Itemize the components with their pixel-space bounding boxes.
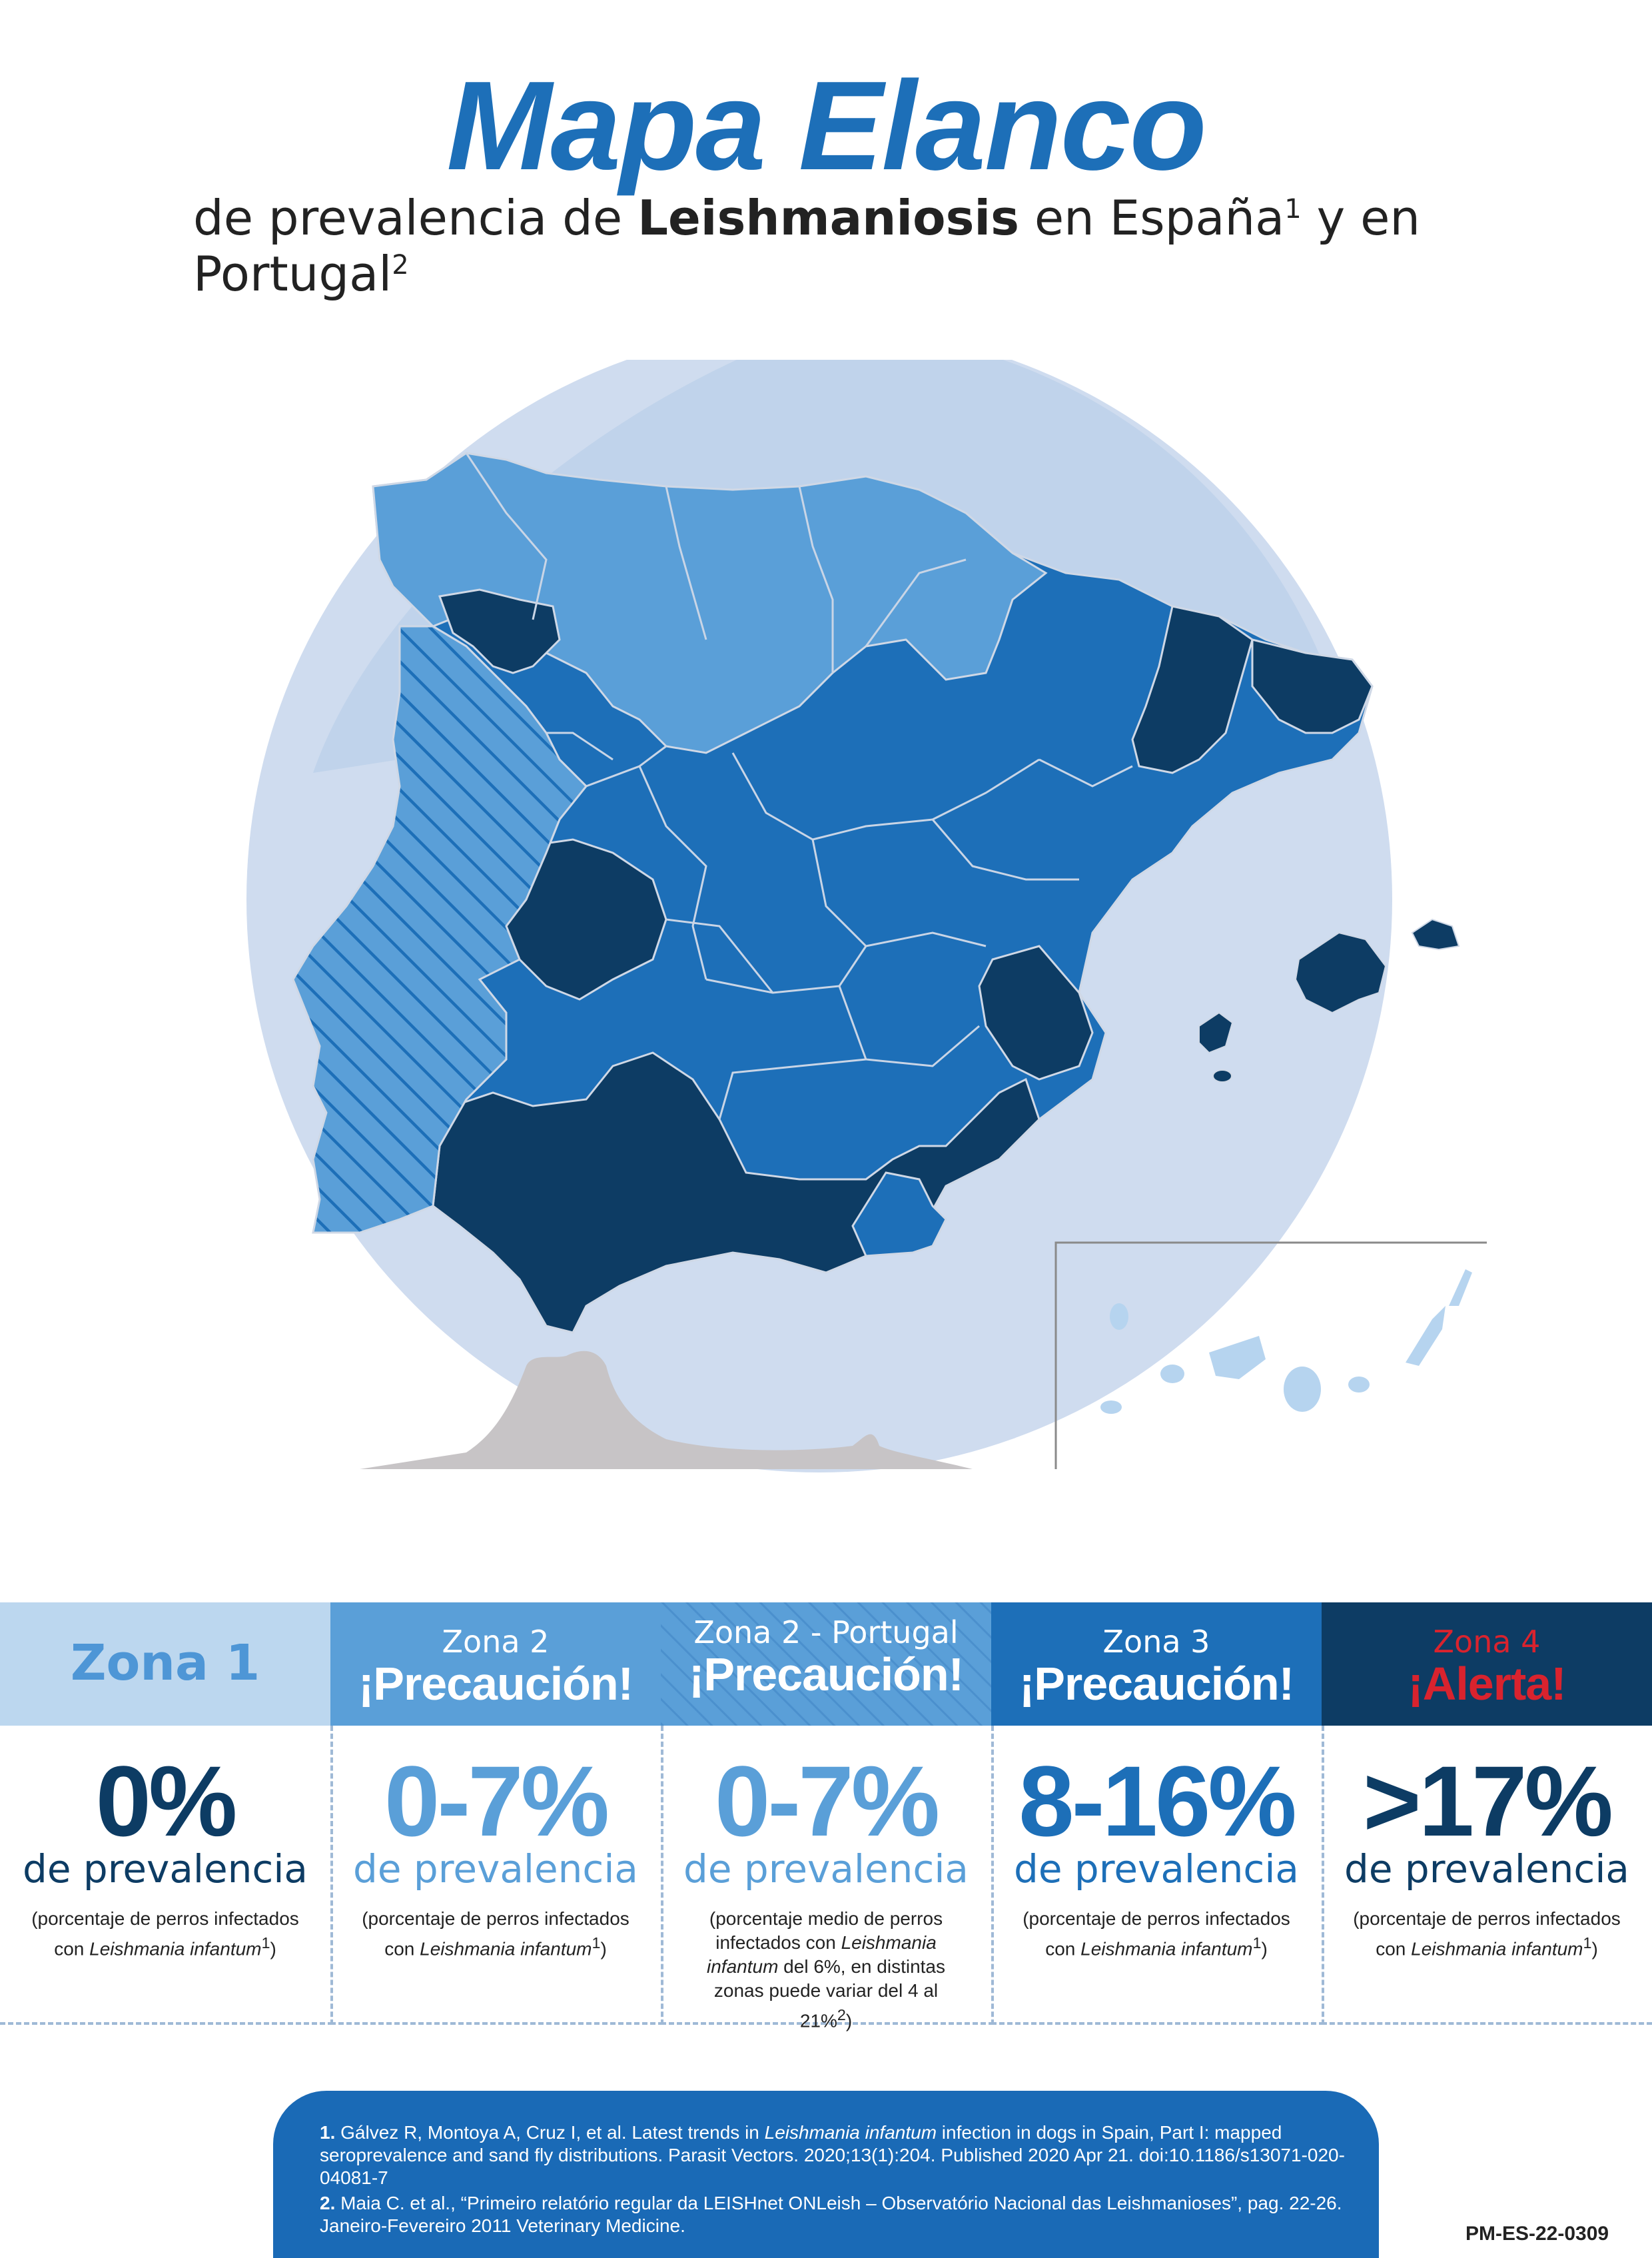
reference-2-number: 2.	[320, 2193, 336, 2213]
zone-2-portugal-value: 0-7%	[714, 1745, 940, 1857]
zone-3-header: Zona 3 ¡Precaución!	[991, 1602, 1322, 1726]
zone-4-value: >17%	[1363, 1745, 1613, 1857]
zone-3-note-species: Leishmania infantum	[1080, 1938, 1253, 1960]
zone-4-note-sup: 1	[1583, 1934, 1592, 1952]
zone-3-note-sup: 1	[1252, 1934, 1262, 1952]
zone-2-note-sup: 1	[592, 1934, 601, 1952]
iberia-prevalence-map	[246, 360, 1487, 1472]
zone-4-note-species: Leishmania infantum	[1411, 1938, 1583, 1960]
document-code: PM-ES-22-0309	[1465, 2223, 1609, 2245]
reference-1: 1. Gálvez R, Montoya A, Cruz I, et al. L…	[320, 2121, 1359, 2189]
zone-2-note: (porcentaje de perros infectados con Leis…	[356, 1907, 635, 1961]
reference-1-text-b: infection in dogs in Spain, Part I: mapp…	[320, 2122, 1345, 2188]
prevalence-legend: Zona 1 0% de prevalencia (porcentaje de …	[0, 1602, 1652, 2031]
zone4-leon	[438, 588, 561, 674]
zone-1-prevalence-label: de prevalencia	[23, 1846, 308, 1892]
zone-4-note-a: (porcentaje de perros infectados	[1353, 1908, 1621, 1929]
zone-2-portugal-note-d: )	[845, 2010, 853, 2031]
zone-2-portugal-note-b: infectados con	[715, 1932, 841, 1953]
zone-2-note-c: )	[600, 1938, 607, 1960]
zone-2-portugal-note: (porcentaje medio de perros infectados c…	[693, 1907, 959, 2033]
zone-3-note-c: )	[1261, 1938, 1268, 1960]
zone-4-note-b: con	[1376, 1938, 1412, 1960]
page-subtitle: de prevalencia de Leishmaniosis en Españ…	[193, 190, 1592, 302]
reference-1-text-a: Gálvez R, Montoya A, Cruz I, et al. Late…	[335, 2122, 765, 2143]
zone-3-note-b: con	[1045, 1938, 1081, 1960]
zone-4-body: >17% de prevalencia (porcentaje de perro…	[1322, 1726, 1652, 2025]
zone-1-column: Zona 1 0% de prevalencia (porcentaje de …	[0, 1602, 333, 2025]
zone-4-alert: ¡Alerta!	[1408, 1658, 1566, 1710]
balearic-islands	[1198, 918, 1460, 1083]
subtitle-sup1: 1	[1284, 194, 1302, 225]
reference-1-species: Leishmania infantum	[764, 2122, 937, 2143]
zone-3-alert: ¡Precaución!	[1019, 1658, 1294, 1710]
reference-1-number: 1.	[320, 2122, 336, 2143]
zone4-south	[432, 1051, 1040, 1334]
zone-1-note-b: con	[54, 1938, 90, 1960]
zone-2-portugal-note-sup: 2	[837, 2006, 846, 2023]
subtitle-sup2: 2	[392, 250, 409, 281]
zone-3-column: Zona 3 ¡Precaución! 8-16% de prevalencia…	[991, 1602, 1324, 2025]
zone3-almeria	[851, 1171, 947, 1257]
zone-2-portugal-header: Zona 2 - Portugal ¡Precaución!	[661, 1602, 991, 1726]
zone-2-column: Zona 2 ¡Precaución! 0-7% de prevalencia …	[330, 1602, 663, 2025]
zone-1-note-c: )	[270, 1938, 276, 1960]
zone-2-header: Zona 2 ¡Precaución!	[330, 1602, 661, 1726]
zone-2-portugal-name: Zona 2 - Portugal	[693, 1614, 959, 1650]
zone-3-prevalence-label: de prevalencia	[1014, 1846, 1299, 1892]
zone-1-body: 0% de prevalencia (porcentaje de perros …	[0, 1726, 333, 2025]
zone-2-portugal-alert: ¡Precaución!	[689, 1648, 964, 1700]
zone-2-prevalence-label: de prevalencia	[353, 1846, 638, 1892]
zone-3-note: (porcentaje de perros infectados con Leis…	[1017, 1907, 1296, 1961]
subtitle-mid2: y en Portugal	[193, 190, 1421, 302]
zone-3-note-a: (porcentaje de perros infectados	[1023, 1908, 1290, 1929]
zone-2-portugal-hatch	[661, 1602, 991, 1726]
zone-2-portugal-prevalence-label: de prevalencia	[683, 1846, 969, 1892]
zone-2-note-a: (porcentaje de perros infectados	[362, 1908, 629, 1929]
zone-4-column: Zona 4 ¡Alerta! >17% de prevalencia (por…	[1322, 1602, 1652, 2025]
zone4-girona	[1251, 638, 1374, 734]
zone-2-note-b: con	[384, 1938, 420, 1960]
canary-frame	[1054, 1241, 1487, 1469]
subtitle-bold: Leishmaniosis	[637, 190, 1019, 246]
references-box: 1. Gálvez R, Montoya A, Cruz I, et al. L…	[273, 2091, 1379, 2258]
zone4-cataluna-west	[1131, 605, 1254, 774]
reference-2: 2. Maia C. et al., “Primeiro relatório r…	[320, 2192, 1359, 2237]
zone-2-alert: ¡Precaución!	[358, 1658, 633, 1710]
portugal-zone2-hatched	[292, 625, 588, 1234]
page-title: Mapa Elanco	[446, 55, 1206, 197]
zone-3-name: Zona 3	[1102, 1624, 1210, 1660]
zone-2-portugal-note-a: (porcentaje medio de perros	[709, 1908, 943, 1929]
zone-3-value: 8-16%	[1019, 1745, 1297, 1857]
zone-1-name: Zona 1	[70, 1634, 260, 1692]
zone-1-note-species: Leishmania infantum	[89, 1938, 262, 1960]
zone-2-portugal-column: Zona 2 - Portugal ¡Precaución! 0-7% de p…	[661, 1602, 994, 2031]
zone-4-note: (porcentaje de perros infectados con Leis…	[1347, 1907, 1627, 1961]
zone-1-header: Zona 1	[0, 1602, 330, 1726]
zone-2-value: 0-7%	[384, 1745, 610, 1857]
zone-4-prevalence-label: de prevalencia	[1344, 1846, 1629, 1892]
zone-4-name: Zona 4	[1433, 1624, 1541, 1660]
africa-landmass	[360, 1351, 973, 1469]
zone-4-header: Zona 4 ¡Alerta!	[1322, 1602, 1652, 1726]
zone-2-portugal-note-c: del 6%, en distintas zonas puede variar …	[713, 1956, 945, 2031]
zone-3-body: 8-16% de prevalencia (porcentaje de perr…	[991, 1726, 1324, 2025]
zone-4-note-c: )	[1591, 1938, 1598, 1960]
subtitle-pre: de prevalencia de	[193, 190, 638, 246]
zone-1-note: (porcentaje de perros infectados con Leis…	[25, 1907, 305, 1961]
zone4-valencia	[978, 945, 1094, 1081]
zone-2-body: 0-7% de prevalencia (porcentaje de perro…	[330, 1726, 663, 2025]
canary-islands	[1100, 1269, 1472, 1414]
zone-1-note-a: (porcentaje de perros infectados	[31, 1908, 299, 1929]
zone-2-name: Zona 2	[442, 1624, 550, 1660]
zone-2-portugal-body: 0-7% de prevalencia (porcentaje medio de…	[661, 1726, 994, 2031]
zone-1-note-sup: 1	[261, 1934, 270, 1952]
reference-2-text: Maia C. et al., “Primeiro relatório regu…	[320, 2193, 1342, 2236]
province-borders	[465, 452, 1133, 1120]
subtitle-mid: en España	[1019, 190, 1285, 246]
zone-1-value: 0%	[95, 1745, 238, 1857]
zone-2-note-species: Leishmania infantum	[420, 1938, 592, 1960]
zone-2-portugal-note-species: Leishmania infantum	[707, 1932, 937, 1977]
